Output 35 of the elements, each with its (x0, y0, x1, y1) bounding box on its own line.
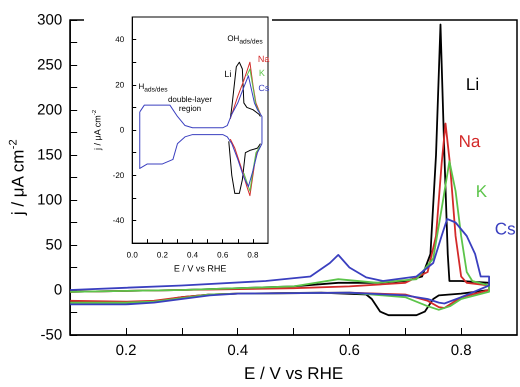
y-tick-label: 100 (37, 192, 62, 208)
y-tick-label: 250 (37, 56, 62, 74)
y-tick-label: 200 (37, 102, 62, 118)
y-tick-label: -40 (112, 216, 125, 225)
x-tick-label: 0.0 (126, 250, 138, 260)
series-label: K (258, 68, 265, 78)
y-tick-label: 50 (45, 236, 62, 254)
series-label: K (476, 182, 488, 201)
y-tick-label: 0 (54, 282, 62, 298)
x-tick-label: 0.2 (116, 342, 136, 359)
x-tick-label: 0.6 (339, 342, 360, 359)
series-label: Na (458, 132, 481, 151)
y-tick-label: 300 (37, 12, 62, 28)
series-label: Cs (494, 219, 516, 238)
x-axis-title: E / V vs RHE (174, 264, 226, 274)
x-tick-label: 0.8 (450, 342, 472, 359)
y-tick-label: 20 (115, 80, 125, 90)
series-label: Li (466, 75, 480, 94)
x-tick-label: 0.4 (187, 250, 199, 260)
series-label: Li (224, 69, 232, 80)
annotation: OH$_{ads/des}$ (226, 34, 264, 46)
y-axis-title: j / μA cm-2 (8, 139, 28, 216)
y-tick-label: 0 (120, 126, 125, 135)
annotation: double-layer region (166, 95, 214, 114)
annotation: H$_{ads/des}$ (137, 82, 169, 94)
x-axis-title: E / V vs RHE (244, 364, 344, 383)
x-tick-label: 0.8 (247, 250, 260, 260)
y-tick-label: 150 (37, 146, 62, 164)
x-tick-label: 0.6 (217, 250, 229, 260)
x-tick-label: 0.4 (227, 342, 248, 359)
y-tick-label: 40 (115, 35, 125, 44)
line-series (69, 218, 490, 306)
x-tick-label: 0.2 (156, 250, 168, 260)
y-tick-label: -50 (40, 326, 62, 344)
y-tick-label: -20 (112, 170, 125, 180)
